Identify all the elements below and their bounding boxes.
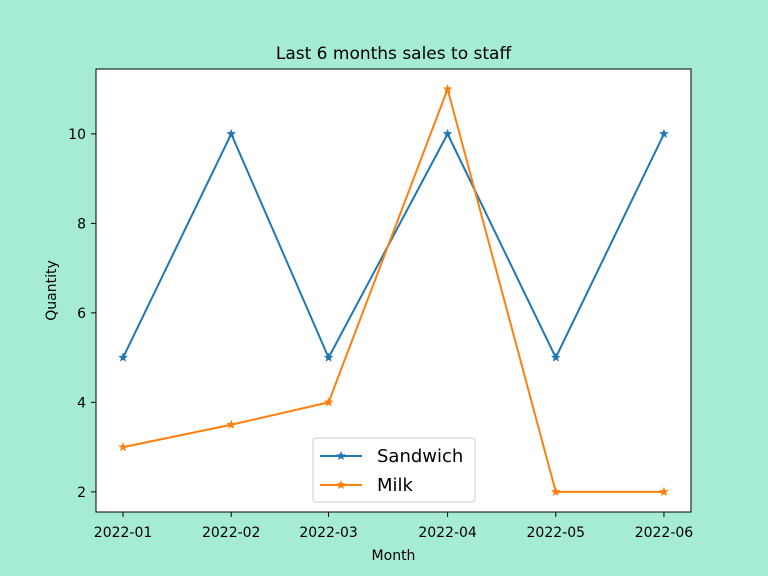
- series-line: [122, 85, 664, 493]
- data-point: [226, 128, 237, 139]
- x-tick-label: 2022-01: [94, 525, 153, 541]
- data-point: [226, 419, 237, 429]
- data-point: [442, 83, 453, 94]
- x-tick-label: 2022-03: [299, 525, 358, 541]
- legend-label: Milk: [377, 475, 414, 496]
- x-axis-label: Month: [372, 548, 416, 564]
- data-point: [658, 128, 669, 139]
- data-point: [550, 486, 561, 497]
- y-tick-label: 2: [77, 485, 86, 501]
- y-axis: 2 4 6 8 10: [68, 127, 96, 501]
- y-axis-label: Quantity: [44, 260, 60, 321]
- data-point: [323, 397, 334, 407]
- y-tick-label: 8: [77, 216, 86, 232]
- legend: Sandwich Milk: [312, 437, 476, 503]
- y-tick-label: 10: [68, 127, 86, 143]
- data-point: [118, 352, 129, 362]
- data-point: [658, 486, 669, 497]
- data-point: [118, 441, 129, 452]
- data-point: [442, 128, 453, 139]
- x-tick-label: 2022-05: [527, 525, 586, 541]
- legend-marker: [336, 450, 346, 461]
- x-axis: 2022-01 2022-02 2022-03 2022-04 2022-05 2022-…: [94, 512, 693, 541]
- y-tick-label: 4: [77, 395, 86, 411]
- legend-label: Sandwich: [377, 446, 463, 467]
- legend-marker: [336, 479, 346, 490]
- x-tick-label: 2022-06: [635, 525, 694, 541]
- legend-item: Sandwich: [320, 446, 463, 467]
- series-layer: [118, 83, 669, 497]
- data-point: [550, 352, 561, 362]
- data-point: [323, 352, 334, 362]
- chart-title: Last 6 months sales to staff: [276, 44, 513, 64]
- y-tick-label: 6: [77, 306, 86, 322]
- series-milk: [118, 83, 669, 497]
- legend-item: Milk: [320, 475, 414, 496]
- x-tick-label: 2022-04: [418, 525, 477, 541]
- x-tick-label: 2022-02: [202, 525, 261, 541]
